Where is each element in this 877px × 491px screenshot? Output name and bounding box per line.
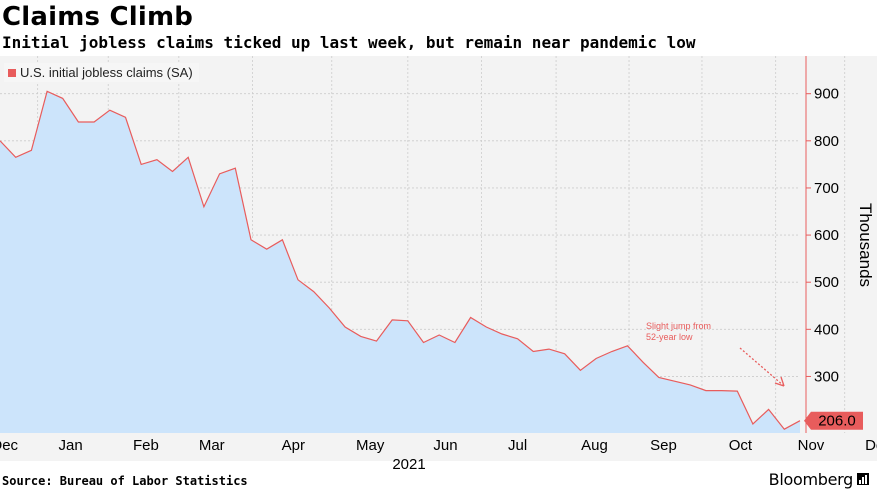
legend-label: U.S. initial jobless claims (SA) [20,65,193,80]
x-tick-label: Jun [433,437,457,454]
last-value-marker: 206.0 [804,411,863,430]
series-area [0,91,800,434]
x-tick-label: Sep [650,437,677,454]
annotation: Slight jump from 52-year low [646,321,785,387]
legend: U.S. initial jobless claims (SA) [4,63,199,82]
last-value-box [804,411,863,430]
y-tick-label: 300 [814,368,839,385]
y-tick-label: 600 [814,227,839,244]
y-tick-label: 400 [814,321,839,338]
annotation-text-line2: 52-year low [646,332,693,342]
year-label: 2021 [392,456,425,473]
source-note: Source: Bureau of Labor Statistics [2,474,248,488]
y-tick-label: 700 [814,180,839,197]
bloomberg-chart-icon [857,473,869,485]
chart-title: Claims Climb [2,2,194,32]
x-tick-label: Oct [729,437,753,454]
x-tick-label: May [356,437,385,454]
annotation-text-line1: Slight jump from [646,321,711,331]
x-tick-label: Feb [133,437,159,454]
y-tick-label: 500 [814,274,839,291]
x-tick-label: Dec [865,437,877,454]
annotation-arrow [739,347,785,387]
annotation-arrowhead [774,376,785,387]
x-tick-label: Nov [798,437,825,454]
x-tick-label: Dec [0,437,19,454]
brand-logo: Bloomberg [768,470,854,489]
y-tick-label: 800 [814,133,839,150]
y-axis-label: Thousands [856,203,875,287]
chart-subtitle: Initial jobless claims ticked up last we… [2,33,696,52]
x-tick-labels: Dec Jan Feb Mar Apr May Jun Jul Aug Sep Oct Nov Dec [0,437,877,454]
x-tick-label: Mar [199,437,225,454]
y-axis [805,56,811,433]
x-tick-label: Jan [58,437,82,454]
x-tick-label: Aug [581,437,608,454]
y-tick-labels: 300 400 500 600 700 800 900 [814,86,839,386]
x-tick-label: Jul [508,437,527,454]
legend-swatch [8,68,16,77]
y-tick-label: 900 [814,86,839,103]
series-line [0,90,801,430]
x-tick-label: Apr [282,437,305,454]
last-value-label: 206.0 [818,413,856,430]
